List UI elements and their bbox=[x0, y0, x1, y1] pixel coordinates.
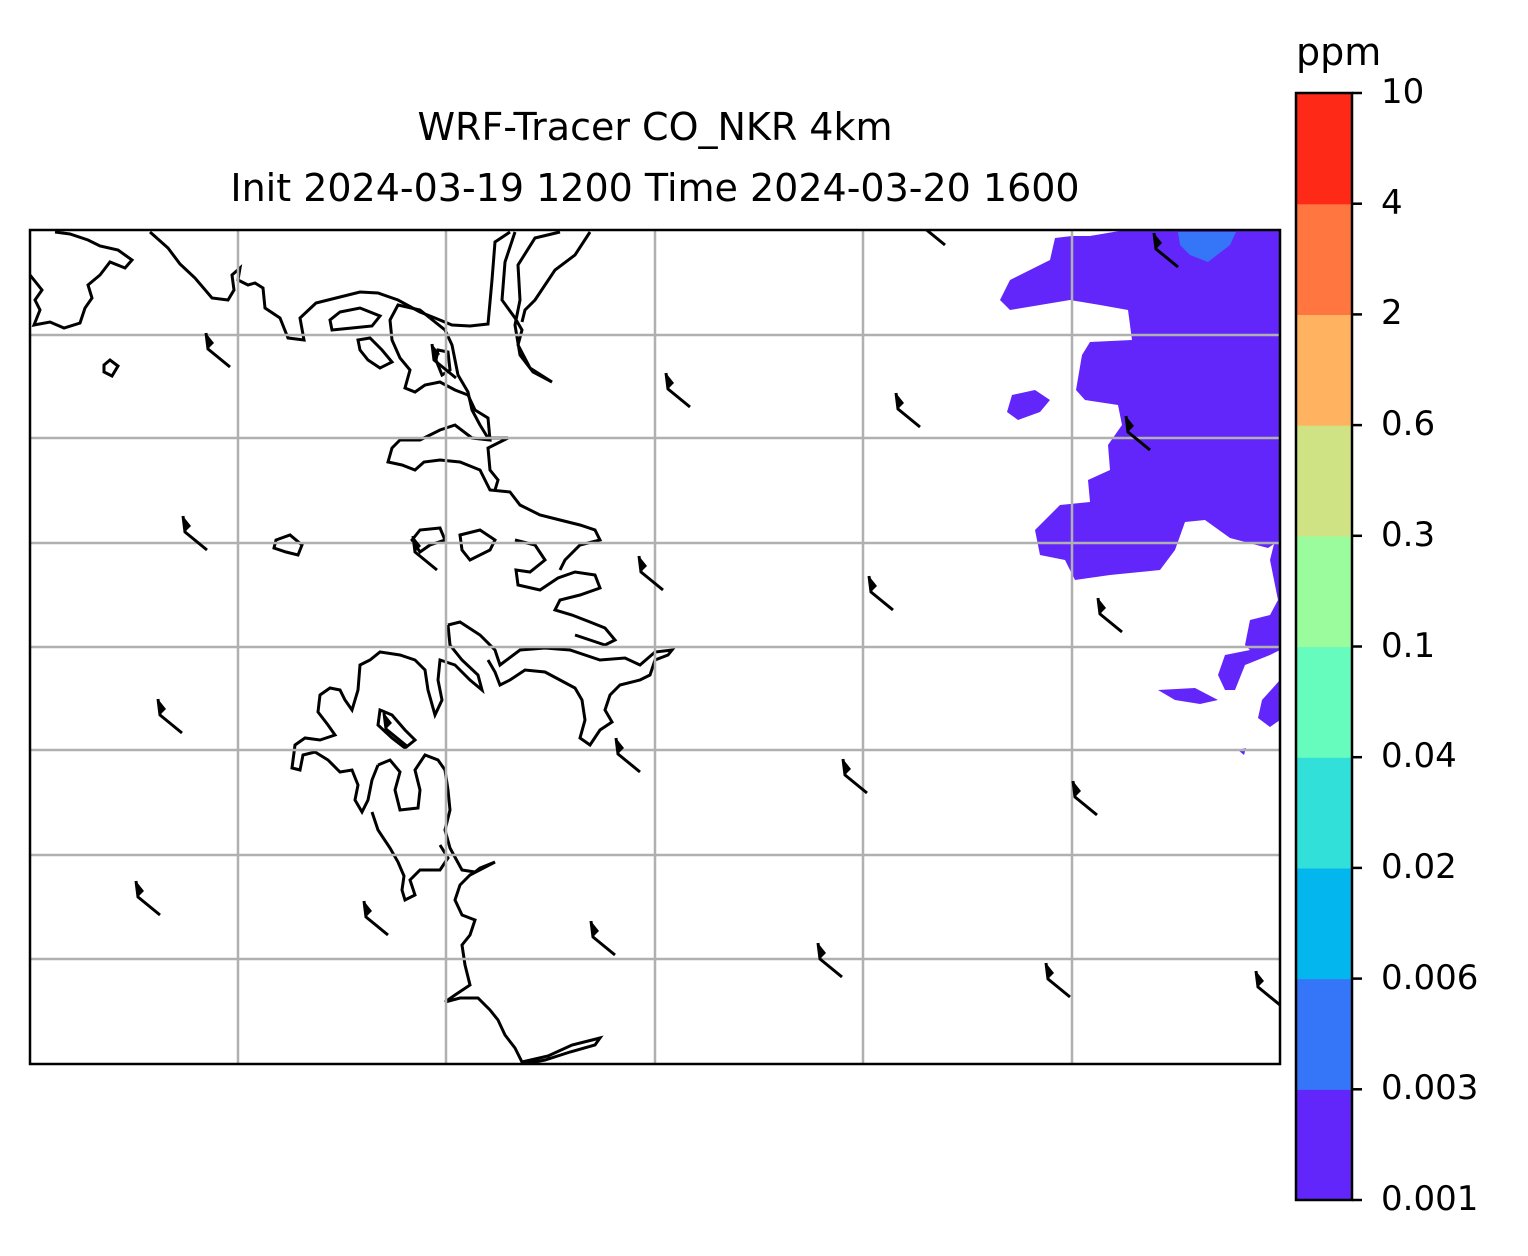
wind-barb-flag bbox=[432, 344, 440, 360]
map-title-line-2: Init 2024-03-19 1200 Time 2024-03-20 160… bbox=[230, 166, 1080, 210]
wind-barb-flag bbox=[183, 516, 191, 532]
colorbar-tick-label: 0.04 bbox=[1381, 736, 1457, 777]
tracer-plume-main bbox=[1000, 232, 1280, 580]
wind-barb-flag bbox=[1256, 971, 1264, 987]
tracer-plume-patch-1 bbox=[1007, 390, 1050, 420]
wind-barb-flag bbox=[136, 881, 144, 897]
coastline bbox=[30, 230, 676, 1064]
colorbar-tick-label: 0.001 bbox=[1381, 1179, 1479, 1219]
colorbar bbox=[1296, 91, 1362, 1202]
colorbar-band bbox=[1296, 314, 1352, 426]
colorbar-band bbox=[1296, 535, 1352, 648]
map-frame bbox=[28, 228, 1282, 1066]
wind-barb-flag bbox=[616, 738, 624, 754]
tracer-plume-patch-2 bbox=[1158, 688, 1218, 704]
colorbar-tick-label: 0.6 bbox=[1381, 404, 1436, 445]
colorbar-tick-label: 0.1 bbox=[1381, 625, 1436, 666]
map-title-line-1: WRF-Tracer CO_NKR 4km bbox=[417, 105, 893, 149]
wind-barb-flag bbox=[413, 536, 421, 552]
colorbar-tick-label: 0.003 bbox=[1381, 1068, 1479, 1109]
wind-barb-flag bbox=[206, 333, 214, 349]
wind-barb-flag bbox=[666, 373, 674, 389]
wind-barb-flag bbox=[639, 556, 647, 572]
colorbar-frame bbox=[1294, 91, 1354, 1202]
colorbar-band bbox=[1296, 978, 1352, 1090]
colorbar-tick-label: 2 bbox=[1381, 293, 1403, 334]
wind-barb-flag bbox=[818, 943, 826, 959]
wind-barb-flag bbox=[384, 713, 392, 729]
gridlines bbox=[30, 230, 1280, 1064]
wind-barb-flag bbox=[1154, 233, 1162, 249]
colorbar-tick-label: 4 bbox=[1381, 182, 1403, 223]
colorbar-tick-label: 0.3 bbox=[1381, 514, 1436, 555]
wind-barb-flag bbox=[1046, 963, 1054, 979]
tracer-band-2-patch bbox=[1178, 232, 1236, 262]
colorbar-band bbox=[1296, 93, 1352, 205]
colorbar-band bbox=[1296, 203, 1352, 315]
wind-barb-flag bbox=[896, 393, 904, 409]
wind-barb-flag bbox=[843, 759, 851, 775]
wind-barb-flag bbox=[1073, 781, 1081, 797]
colorbar-band bbox=[1296, 425, 1352, 537]
colorbar-band bbox=[1296, 1089, 1352, 1201]
colorbar-band bbox=[1296, 757, 1352, 869]
wind-barbs bbox=[134, 211, 1280, 1007]
colorbar-tick-label: 10 bbox=[1381, 72, 1425, 112]
colorbar-tick-label: 0.006 bbox=[1381, 957, 1479, 998]
wind-barb-flag bbox=[364, 901, 372, 917]
colorbar-tick-label: 0.02 bbox=[1381, 846, 1457, 887]
wind-barb-flag bbox=[1126, 416, 1134, 432]
wind-barb bbox=[924, 230, 946, 247]
colorbar-band bbox=[1296, 646, 1352, 758]
wind-barb-flag bbox=[1098, 598, 1106, 614]
colorbar-band bbox=[1296, 867, 1352, 980]
wind-barb-flag bbox=[591, 921, 599, 937]
wind-barb-flag bbox=[869, 576, 877, 592]
wind-barb-flag bbox=[158, 699, 166, 715]
colorbar-unit-label: ppm bbox=[1296, 30, 1382, 74]
wind-barb-flag bbox=[921, 211, 929, 227]
